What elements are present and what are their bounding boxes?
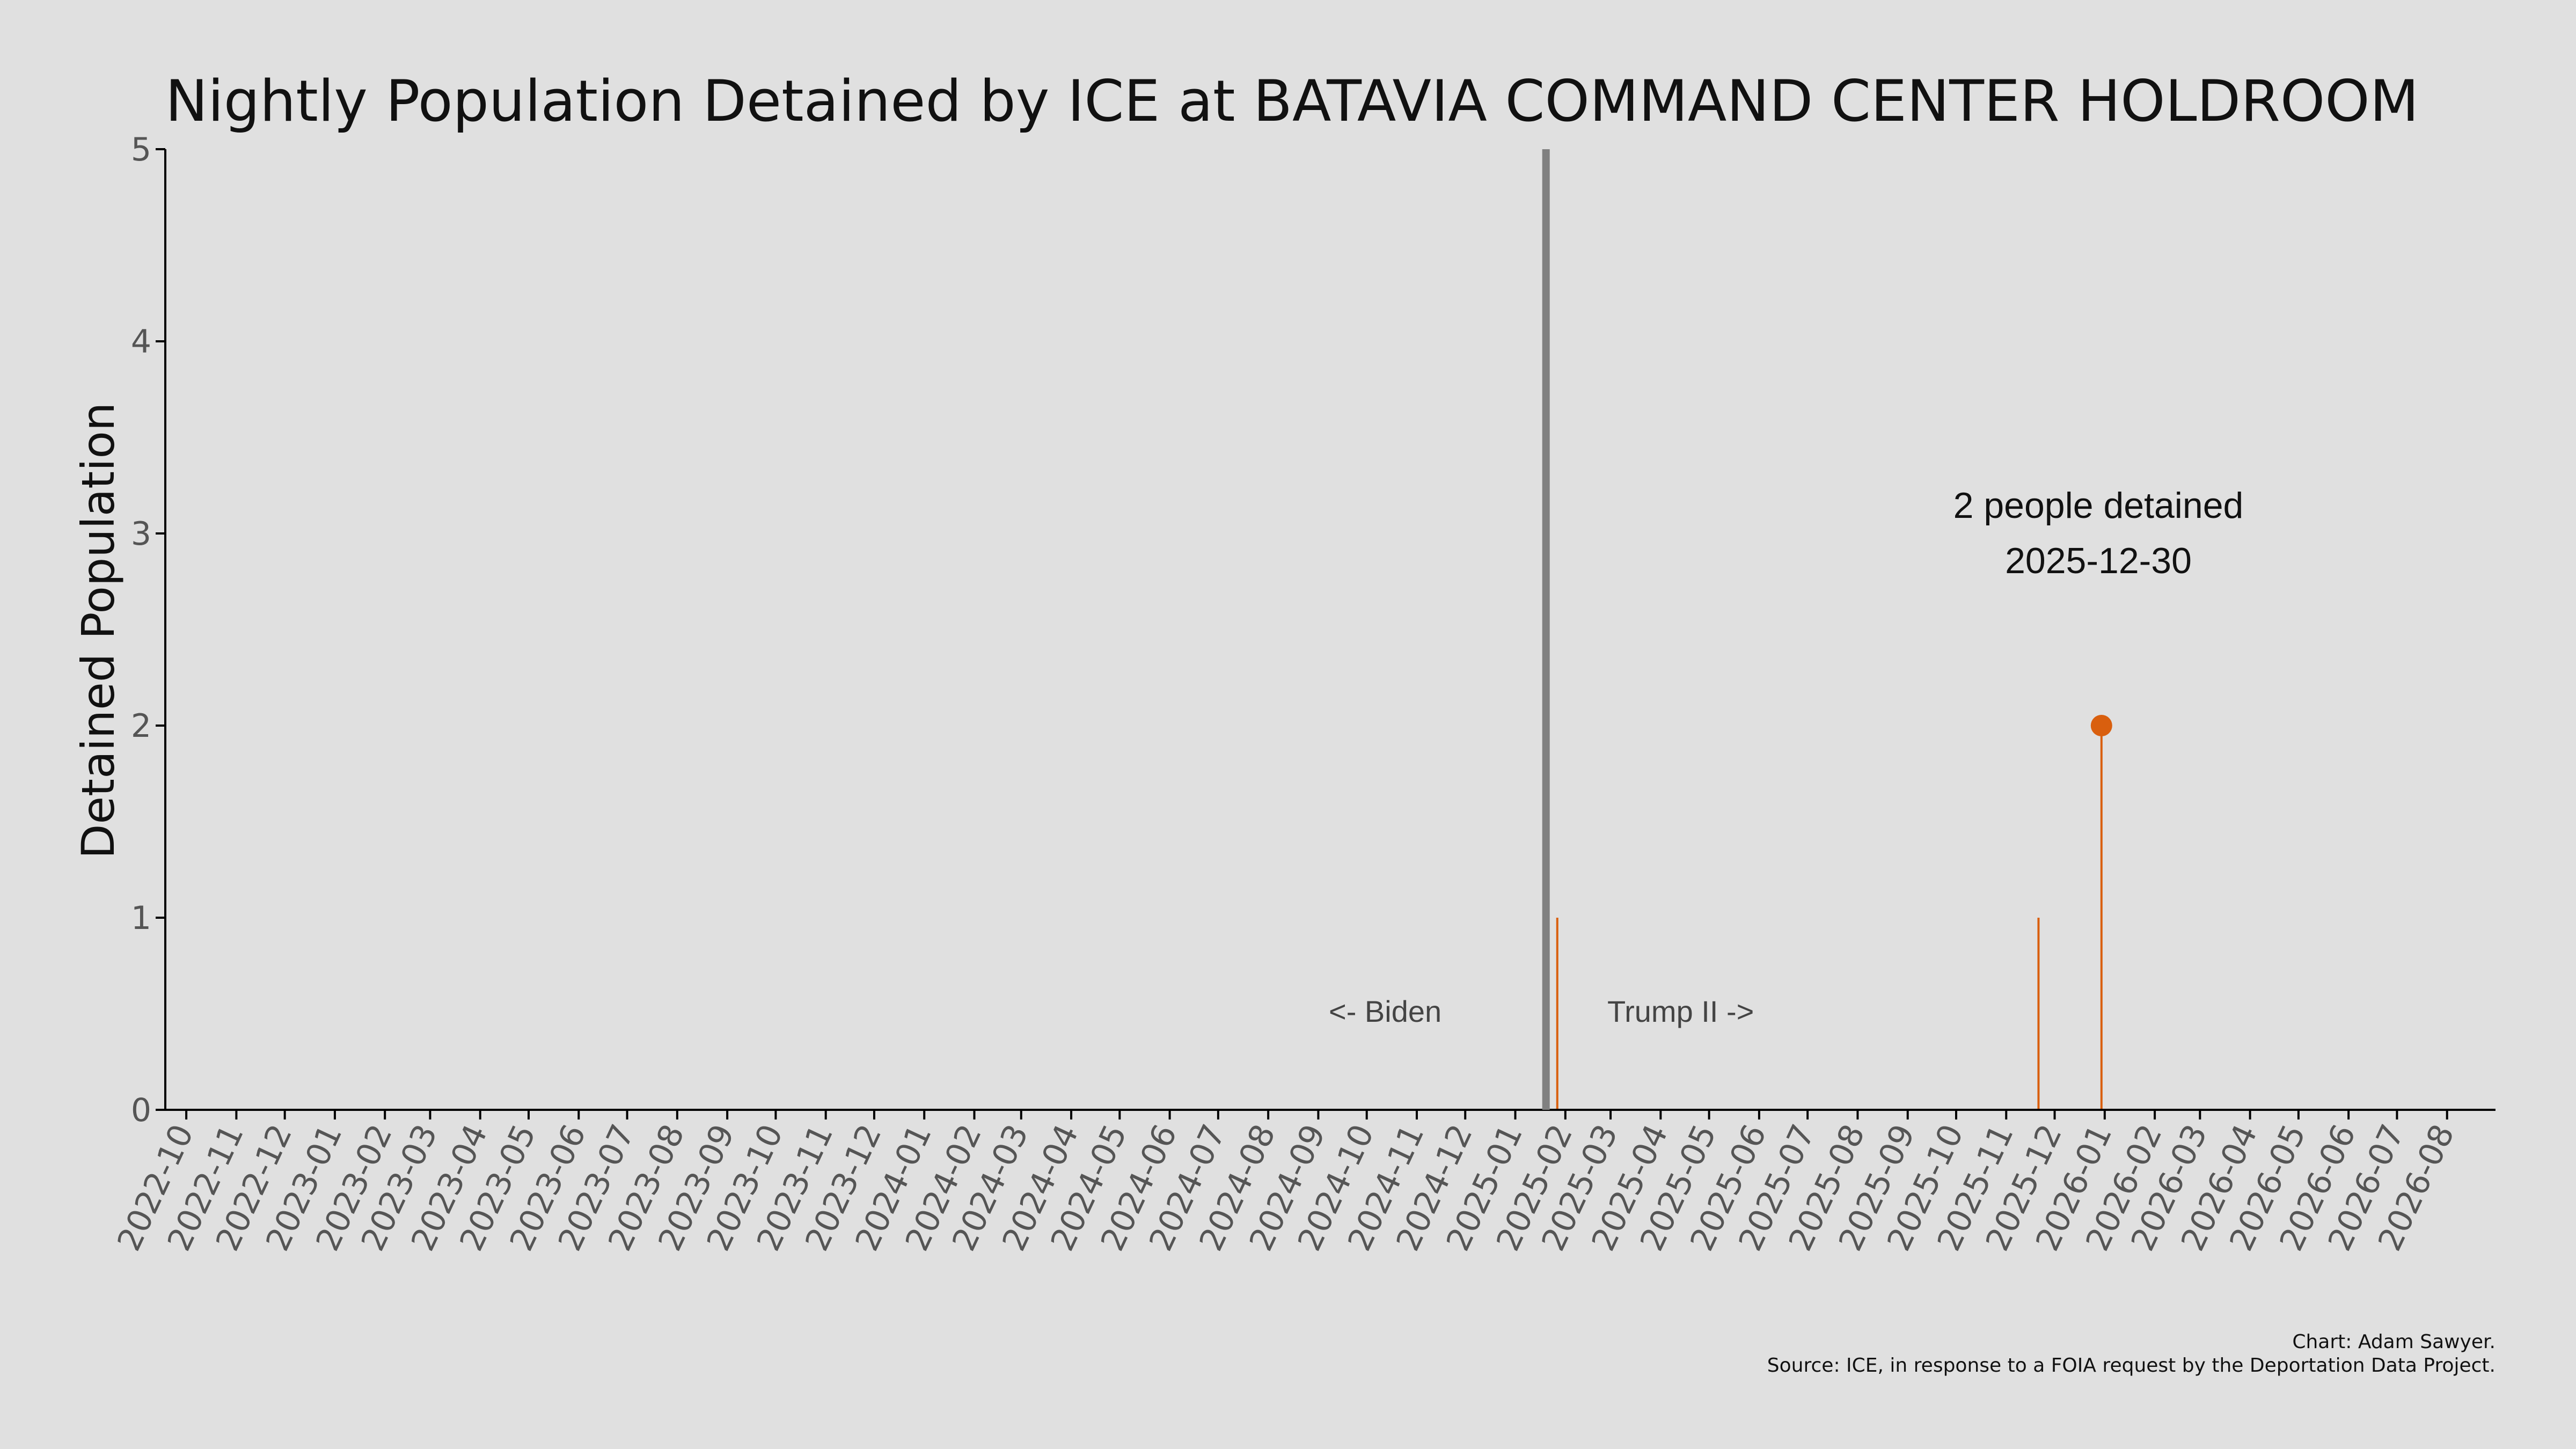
x-axis-ticks: 2022-102022-112022-122023-012023-022023-…: [110, 1110, 2462, 1257]
y-tick-label: 5: [131, 131, 151, 169]
y-axis-label: Detained Population: [72, 402, 125, 859]
peak-annotation-line1: 2 people detained: [1953, 485, 2244, 526]
y-tick-label: 2: [131, 707, 151, 745]
chart-title: Nightly Population Detained by ICE at BA…: [165, 68, 2419, 134]
biden-era-label: <- Biden: [1329, 994, 1441, 1028]
source-line: Source: ICE, in response to a FOIA reque…: [1767, 1355, 2496, 1377]
y-tick-label: 1: [131, 899, 151, 937]
credit-line: Chart: Adam Sawyer.: [2292, 1331, 2496, 1353]
y-tick-label: 0: [131, 1092, 151, 1129]
y-axis-ticks: 0 1 2 3 4 5: [131, 131, 165, 1129]
y-tick-label: 3: [131, 515, 151, 553]
peak-annotation-line2: 2025-12-30: [2005, 540, 2192, 581]
bars: [1556, 726, 2103, 1110]
y-tick-label: 4: [131, 323, 151, 361]
peak-marker: [2090, 715, 2112, 736]
trump-era-label: Trump II ->: [1607, 994, 1754, 1028]
